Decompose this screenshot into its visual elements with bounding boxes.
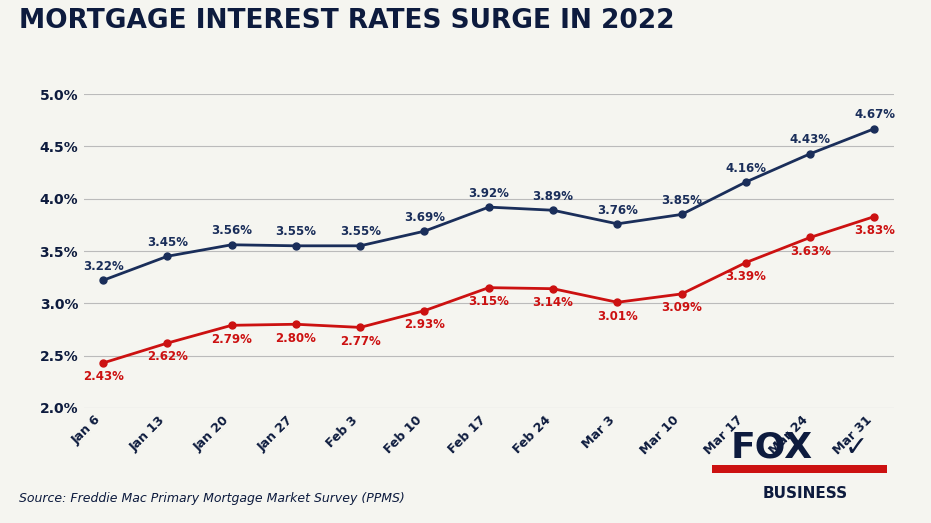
Text: MORTGAGE INTEREST RATES SURGE IN 2022: MORTGAGE INTEREST RATES SURGE IN 2022 [19,8,674,34]
Text: 4.16%: 4.16% [725,162,766,175]
Text: 4.43%: 4.43% [789,133,830,146]
Text: 2.77%: 2.77% [340,335,381,348]
Text: 3.76%: 3.76% [597,203,638,217]
Text: 3.89%: 3.89% [533,190,573,203]
Text: 3.01%: 3.01% [597,310,638,323]
Text: 3.55%: 3.55% [276,225,317,238]
Text: 4.67%: 4.67% [854,108,895,121]
Text: 3.45%: 3.45% [147,236,188,249]
Bar [712,465,886,473]
Text: 2.93%: 2.93% [404,318,445,331]
Text: 3.63%: 3.63% [789,245,830,258]
Text: 3.69%: 3.69% [404,211,445,224]
Text: 2.62%: 2.62% [147,350,188,363]
Text: 3.14%: 3.14% [533,296,573,309]
Text: 3.92%: 3.92% [468,187,509,200]
Text: 3.83%: 3.83% [854,224,895,237]
Text: 2.43%: 2.43% [83,370,124,383]
Text: FOX: FOX [731,430,813,465]
Text: BUSINESS: BUSINESS [762,486,848,501]
Text: 3.09%: 3.09% [661,301,702,314]
Text: 2.79%: 2.79% [211,333,252,346]
Text: 3.56%: 3.56% [211,224,252,237]
Text: Source: Freddie Mac Primary Mortgage Market Survey (PPMS): Source: Freddie Mac Primary Mortgage Mar… [19,492,404,505]
Text: ✓: ✓ [845,434,868,462]
Text: 2.80%: 2.80% [276,332,317,345]
Text: 3.85%: 3.85% [661,194,702,207]
Text: 3.55%: 3.55% [340,225,381,238]
Text: 3.39%: 3.39% [725,270,766,283]
Text: 3.22%: 3.22% [83,260,124,273]
Text: 3.15%: 3.15% [468,295,509,308]
